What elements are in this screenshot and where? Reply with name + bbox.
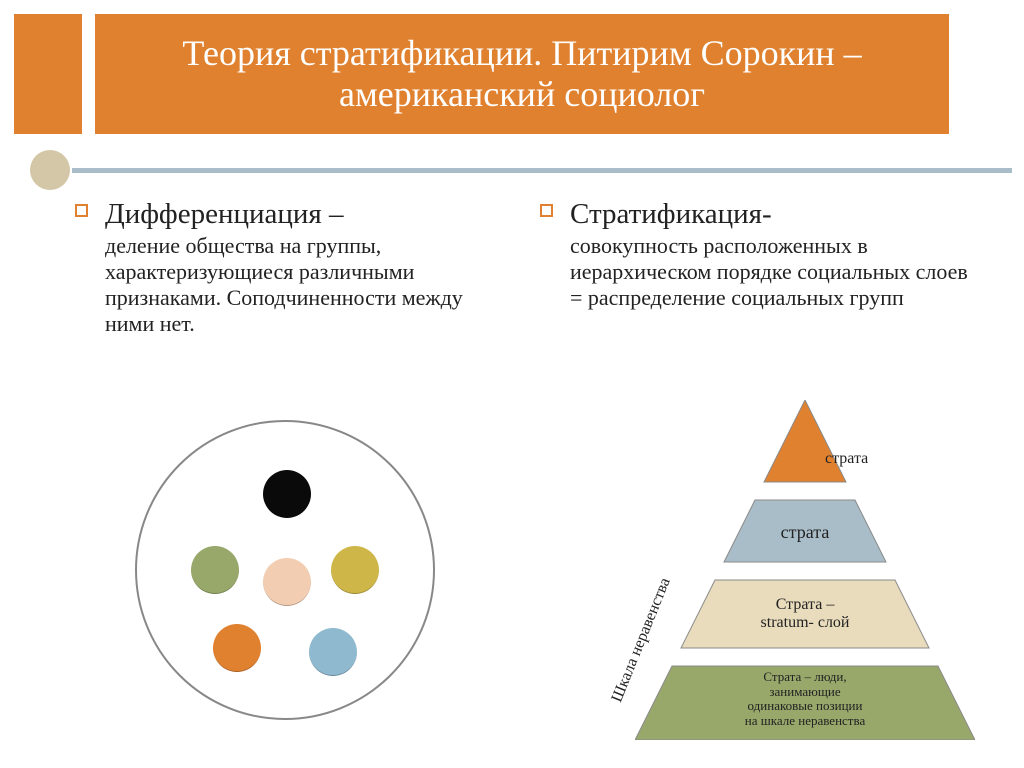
l3a: Страта – — [776, 596, 835, 613]
l4c: одинаковые позиции — [748, 698, 863, 713]
left-column: Дифференциация – деление общества на гру… — [75, 198, 495, 337]
title-text: Теория стратификации. Питирим Сорокин – … — [135, 33, 909, 116]
pyramid-layer-2-label: страта — [755, 522, 855, 543]
differentiation-circle-diagram — [135, 420, 435, 720]
pyramid-layer-1-label: страта — [825, 450, 905, 468]
group-dot-5 — [213, 624, 261, 672]
pyramid-layer-3-label: Страта – stratum- слой — [705, 596, 905, 631]
group-dot-3 — [263, 558, 311, 606]
slide: Теория стратификации. Питирим Сорокин – … — [0, 0, 1024, 768]
bullet-icon — [75, 204, 88, 217]
pyramid-layer-1 — [764, 400, 846, 482]
right-heading: Стратификация- — [570, 198, 970, 231]
stratification-pyramid: Шкала неравенства страта страта Страта –… — [635, 400, 975, 740]
chrome-berry-circle — [30, 150, 70, 190]
bullet-icon — [540, 204, 553, 217]
big-circle — [135, 420, 435, 720]
right-column: Стратификация- совокупность расположенны… — [540, 198, 970, 311]
l4d: на шкале неравенства — [745, 713, 865, 728]
group-dot-2 — [191, 546, 239, 594]
left-heading: Дифференциация – — [105, 198, 495, 231]
chrome-left-block — [14, 14, 82, 134]
l3b: stratum- слой — [761, 614, 850, 631]
left-body: деление общества на группы, характеризую… — [105, 233, 495, 337]
slide-title: Теория стратификации. Питирим Сорокин – … — [95, 14, 949, 134]
group-dot-6 — [309, 628, 357, 676]
l4a: Страта – люди, — [763, 669, 846, 684]
group-dot-1 — [263, 470, 311, 518]
right-body: совокупность расположенных в иерархическ… — [570, 233, 970, 311]
l4b: занимающие — [769, 684, 840, 699]
chrome-horizontal-line — [72, 168, 1012, 173]
group-dot-4 — [331, 546, 379, 594]
pyramid-layer-4-label: Страта – люди, занимающие одинаковые поз… — [677, 670, 933, 728]
